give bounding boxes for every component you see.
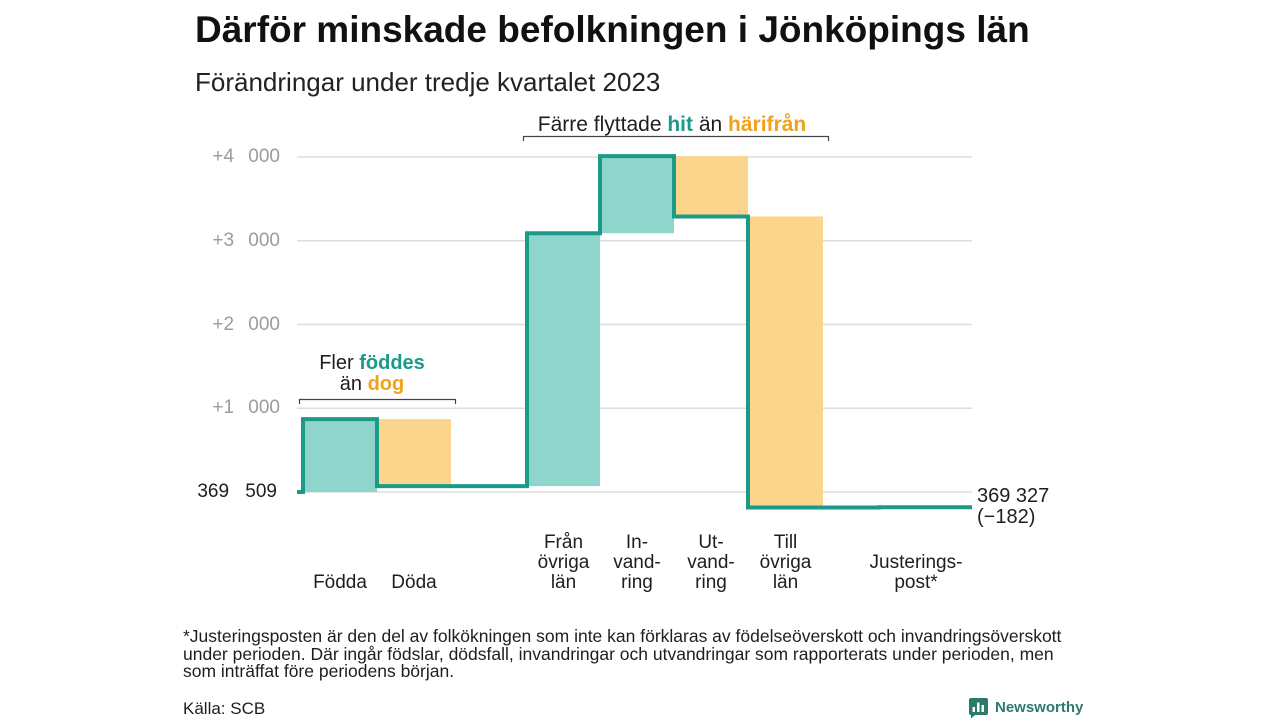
category-label-line: Justerings- bbox=[869, 552, 963, 573]
brackets bbox=[298, 135, 830, 404]
category-label-tillovrigalan: Till övriga län bbox=[721, 533, 851, 593]
annotation-line: än dog bbox=[262, 374, 482, 395]
chart-subtitle: Förändringar under tredje kvartalet 2023 bbox=[195, 67, 661, 97]
annotation-text: Färre flyttade bbox=[537, 113, 668, 136]
footnote-line: under perioden. Där ingår födslar, dödsf… bbox=[183, 643, 1054, 664]
category-label-fodda: Födda bbox=[275, 573, 405, 593]
category-label-line: Från bbox=[543, 532, 584, 553]
y-tick-label: +3 000 bbox=[212, 229, 280, 251]
annotation-text: än bbox=[693, 113, 729, 136]
category-label-line: ring bbox=[621, 572, 653, 593]
start-value-label: 369 509 bbox=[197, 481, 277, 502]
annotation-line: Fler föddes bbox=[262, 353, 482, 374]
category-label-doda: Döda bbox=[349, 573, 479, 593]
category-label-line: vand- bbox=[613, 552, 661, 573]
category-label-line: post* bbox=[894, 572, 938, 593]
footnote: *Justeringsposten är den del av folkökni… bbox=[183, 626, 1062, 681]
y-tick-label: +4 000 bbox=[212, 146, 280, 167]
migration-annotation: Färre flyttade hit än härifrån bbox=[492, 114, 852, 136]
category-label-line: Till bbox=[773, 532, 798, 553]
category-label-line: ring bbox=[695, 572, 727, 593]
births-deaths-annotation: Fler föddes än dog bbox=[262, 353, 482, 395]
annotation-highlight-out: härifrån bbox=[728, 113, 807, 136]
chart-title: Därför minskade befolkningen i Jönköping… bbox=[195, 9, 1030, 50]
end-value-label: 369 327 bbox=[977, 485, 1050, 507]
annotation-highlight-births: föddes bbox=[359, 352, 425, 374]
category-label-line: Döda bbox=[391, 572, 437, 593]
bar-in-vand-ring bbox=[600, 156, 674, 234]
bars bbox=[303, 156, 953, 508]
annotation-highlight-in: hit bbox=[667, 113, 693, 136]
y-tick-label: +1 000 bbox=[212, 397, 280, 419]
running-total bbox=[297, 154, 972, 510]
births-deaths-bracket bbox=[298, 398, 457, 404]
category-label-line: övriga bbox=[759, 552, 812, 573]
bar-ut-vand-ring bbox=[674, 156, 748, 217]
category-label-line: Födda bbox=[313, 572, 367, 593]
logo-text: Newsworthy bbox=[995, 699, 1084, 716]
category-label-line: län bbox=[772, 572, 799, 593]
source-credit: Källa: SCB bbox=[183, 699, 266, 718]
footnote-line: *Justeringsposten är den del av folkökni… bbox=[183, 626, 1062, 646]
category-label-in-vand-ring: In-vand-ring bbox=[572, 533, 702, 593]
category-label-line: övriga bbox=[537, 552, 590, 573]
category-label-line: vand- bbox=[687, 552, 735, 573]
category-label-line: Ut- bbox=[698, 532, 724, 553]
y-tick-label: +2 000 bbox=[212, 313, 280, 335]
bar-tillovrigalan bbox=[748, 216, 823, 508]
bar-franovrigalan bbox=[527, 233, 600, 487]
bar-fodda bbox=[303, 419, 377, 492]
bar-chart-icon bbox=[969, 697, 988, 718]
migration-bracket bbox=[522, 135, 830, 141]
change-label: (−182) bbox=[977, 506, 1036, 528]
annotation-text: än bbox=[339, 373, 368, 395]
annotation-text: Fler bbox=[319, 352, 360, 374]
bar-doda bbox=[377, 419, 451, 487]
category-label-line: län bbox=[550, 572, 577, 593]
footnote-line: som inträffat före periodens början. bbox=[183, 661, 455, 681]
category-label-franovrigalan: Från övriga län bbox=[499, 533, 629, 593]
category-label-ut-vand-ring: Ut-vand-ring bbox=[646, 533, 776, 593]
category-label-justerings-post: Justerings-post* bbox=[851, 553, 981, 593]
annotation-highlight-deaths: dog bbox=[367, 373, 405, 395]
category-label-line: In- bbox=[625, 532, 649, 553]
running-total-line bbox=[297, 154, 972, 510]
newsworthy-logo: Newsworthy bbox=[969, 697, 1083, 719]
